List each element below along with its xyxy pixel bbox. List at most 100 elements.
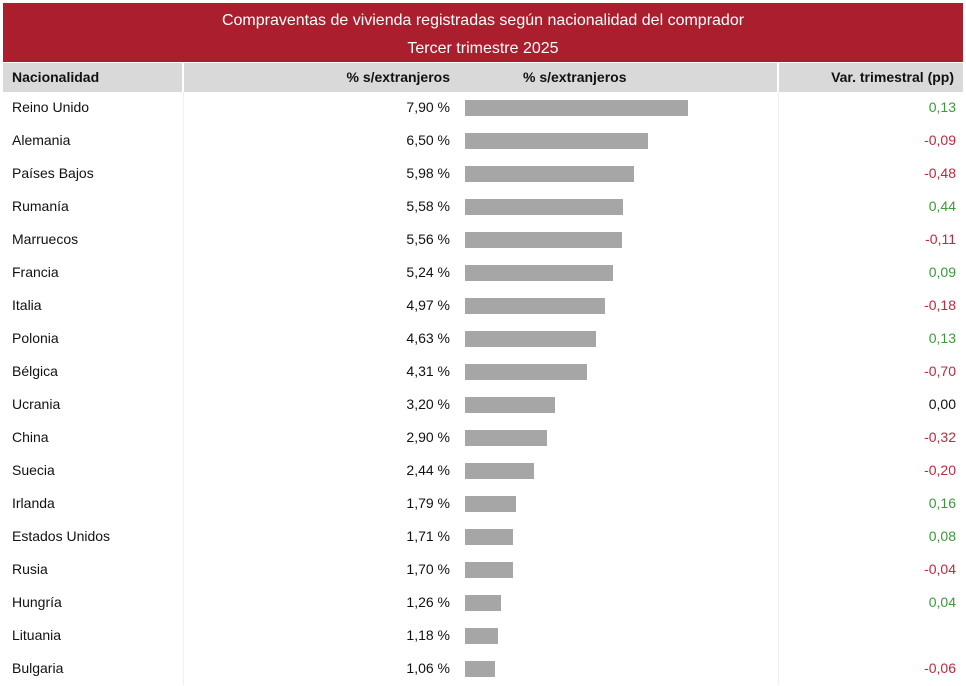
var-value: -0,04 bbox=[924, 561, 956, 577]
header-nacionalidad: Nacionalidad bbox=[12, 69, 100, 85]
header-pct: % s/extranjeros bbox=[346, 69, 451, 85]
var-value: -0,32 bbox=[924, 429, 956, 445]
country-name: Suecia bbox=[12, 462, 55, 478]
table-row: Reino Unido 7,90 % 0,13 bbox=[0, 92, 966, 125]
pct-value: 1,06 % bbox=[406, 660, 450, 676]
bar bbox=[465, 232, 622, 248]
table-row: Estados Unidos 1,71 % 0,08 bbox=[0, 521, 966, 554]
pct-value: 1,79 % bbox=[406, 495, 450, 511]
pct-value: 4,63 % bbox=[406, 330, 450, 346]
table-subtitle: Tercer trimestre 2025 bbox=[407, 40, 559, 57]
header-separator bbox=[777, 63, 779, 92]
var-value: -0,48 bbox=[924, 165, 956, 181]
country-name: China bbox=[12, 429, 49, 445]
table-row: Italia 4,97 % -0,18 bbox=[0, 290, 966, 323]
pct-value: 5,98 % bbox=[406, 165, 450, 181]
table-row: Hungría 1,26 % 0,04 bbox=[0, 587, 966, 620]
bar bbox=[465, 595, 501, 611]
country-name: Francia bbox=[12, 264, 59, 280]
pct-value: 2,90 % bbox=[406, 429, 450, 445]
table-row: Rusia 1,70 % -0,04 bbox=[0, 554, 966, 587]
country-name: Países Bajos bbox=[12, 165, 94, 181]
var-value: 0,44 bbox=[928, 198, 956, 214]
country-name: Polonia bbox=[12, 330, 59, 346]
bar bbox=[465, 100, 688, 116]
country-name: Alemania bbox=[12, 132, 71, 148]
country-name: Bélgica bbox=[12, 363, 58, 379]
table-row: Marruecos 5,56 % -0,11 bbox=[0, 224, 966, 257]
table-row: Polonia 4,63 % 0,13 bbox=[0, 323, 966, 356]
bar bbox=[465, 430, 547, 446]
var-value: 0,13 bbox=[928, 330, 956, 346]
bar bbox=[465, 265, 613, 281]
var-value: 0,13 bbox=[928, 99, 956, 115]
var-value: -0,06 bbox=[924, 660, 956, 676]
country-name: Italia bbox=[12, 297, 42, 313]
pct-value: 5,58 % bbox=[406, 198, 450, 214]
bar bbox=[465, 496, 516, 512]
bar bbox=[465, 661, 495, 677]
pct-value: 1,71 % bbox=[406, 528, 450, 544]
bar bbox=[465, 397, 556, 413]
var-value: -0,70 bbox=[924, 363, 956, 379]
country-name: Ucrania bbox=[12, 396, 61, 412]
bar bbox=[465, 628, 499, 644]
table-row: China 2,90 % -0,32 bbox=[0, 422, 966, 455]
table-row: Rumanía 5,58 % 0,44 bbox=[0, 191, 966, 224]
var-value: -0,11 bbox=[925, 231, 956, 247]
country-name: Hungría bbox=[12, 594, 62, 610]
pct-value: 7,90 % bbox=[406, 99, 450, 115]
country-name: Rusia bbox=[12, 561, 48, 577]
table-row: Bélgica 4,31 % -0,70 bbox=[0, 356, 966, 389]
var-value: -0,18 bbox=[924, 297, 956, 313]
var-value: 0,00 bbox=[928, 396, 956, 412]
table-row: Irlanda 1,79 % 0,16 bbox=[0, 488, 966, 521]
pct-value: 1,70 % bbox=[406, 561, 450, 577]
table-title: Compraventas de vivienda registradas seg… bbox=[221, 12, 745, 29]
bar bbox=[465, 331, 596, 347]
pct-value: 2,44 % bbox=[406, 462, 450, 478]
pct-value: 1,26 % bbox=[406, 594, 450, 610]
var-value: -0,20 bbox=[924, 462, 956, 478]
bar bbox=[465, 298, 606, 314]
bar bbox=[465, 529, 514, 545]
pct-value: 1,18 % bbox=[406, 627, 450, 643]
pct-value: 5,56 % bbox=[406, 231, 450, 247]
pct-value: 4,31 % bbox=[406, 363, 450, 379]
pct-value: 4,97 % bbox=[406, 297, 450, 313]
bar bbox=[465, 199, 623, 215]
column-divider bbox=[183, 92, 184, 685]
header-row: Nacionalidad % s/extranjeros % s/extranj… bbox=[3, 63, 963, 92]
table-row: Lituania 1,18 % bbox=[0, 620, 966, 653]
bar bbox=[465, 133, 649, 149]
column-divider bbox=[778, 92, 779, 685]
table-row: Suecia 2,44 % -0,20 bbox=[0, 455, 966, 488]
header-var: Var. trimestral (pp) bbox=[831, 69, 954, 85]
country-name: Lituania bbox=[12, 627, 62, 643]
var-value: -0,09 bbox=[924, 132, 956, 148]
country-name: Marruecos bbox=[12, 231, 79, 247]
table-row: Alemania 6,50 % -0,09 bbox=[0, 125, 966, 158]
var-value: 0,16 bbox=[928, 495, 956, 511]
header-separator bbox=[182, 63, 184, 92]
var-value: 0,08 bbox=[928, 528, 956, 544]
var-value: 0,04 bbox=[928, 594, 956, 610]
pct-value: 6,50 % bbox=[406, 132, 450, 148]
table-row: Ucrania 3,20 % 0,00 bbox=[0, 389, 966, 422]
table-row: Bulgaria 1,06 % -0,06 bbox=[0, 653, 966, 686]
title-banner: Compraventas de vivienda registradas seg… bbox=[3, 3, 963, 62]
country-name: Reino Unido bbox=[12, 99, 90, 115]
country-name: Irlanda bbox=[12, 495, 55, 511]
table-row: Francia 5,24 % 0,09 bbox=[0, 257, 966, 290]
bar bbox=[465, 166, 634, 182]
pct-value: 3,20 % bbox=[406, 396, 450, 412]
country-name: Estados Unidos bbox=[12, 528, 111, 544]
header-pct-bar: % s/extranjeros bbox=[523, 69, 627, 85]
country-name: Rumanía bbox=[12, 198, 69, 214]
bar bbox=[465, 562, 513, 578]
country-name: Bulgaria bbox=[12, 660, 64, 676]
pct-value: 5,24 % bbox=[406, 264, 450, 280]
bar bbox=[465, 364, 587, 380]
bar bbox=[465, 463, 534, 479]
var-value: 0,09 bbox=[928, 264, 956, 280]
